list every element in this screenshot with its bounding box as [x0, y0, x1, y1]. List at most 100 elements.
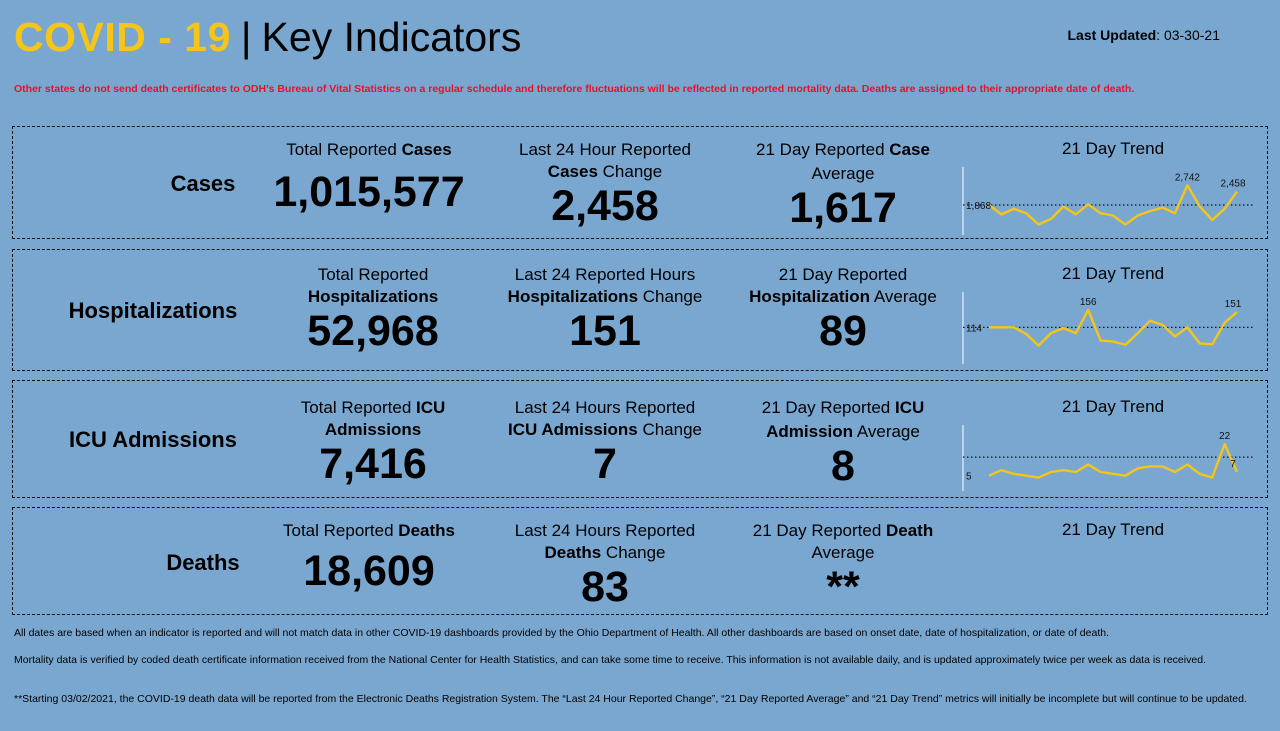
hosp-avg-col: 21 Day Reported Hospitalization Average … — [718, 264, 968, 354]
footer-note-dates: All dates are based when an indicator is… — [14, 627, 1110, 639]
icu-total-bold2: Admissions — [324, 420, 422, 439]
cases-avg-line1: 21 Day Reported Case — [733, 139, 953, 161]
deaths-trend-col: 21 Day Trend — [1013, 520, 1213, 540]
icu-total-line1: Total Reported ICU — [263, 397, 483, 419]
icu-trend-chart: 5 22 7 — [962, 425, 1253, 496]
deaths-total-value: 18,609 — [303, 547, 435, 595]
hosp-trend-point-label-0: 156 — [1080, 297, 1097, 308]
cases-total-value: 1,015,577 — [273, 168, 465, 216]
deaths-change-col: Last 24 Hours Reported Deaths Change 83 — [495, 520, 715, 610]
icu-avg-line2: Admission Average — [728, 421, 958, 443]
cases-trend-start-label: 1,868 — [966, 201, 991, 212]
hosp-change-post: Change — [638, 287, 703, 306]
title-covid: COVID - 19 — [14, 14, 231, 60]
hosp-panel: Hospitalizations Total Reported Hospital… — [12, 249, 1268, 371]
deaths-avg-pre: 21 Day Reported — [752, 521, 886, 540]
hosp-change-line2: Hospitalizations Change — [495, 286, 715, 308]
icu-change-col: Last 24 Hours Reported ICU Admissions Ch… — [495, 397, 715, 487]
icu-avg-bold2: Admission — [766, 422, 854, 441]
hosp-trend-svg: 114 156 151 — [962, 292, 1253, 364]
icu-total-bold1: ICU — [416, 398, 446, 417]
cases-total-label: Total Reported Cases — [259, 139, 479, 161]
icu-total-line2: Admissions — [263, 419, 483, 441]
icu-avg-bold1: ICU — [894, 398, 925, 417]
deaths-trend-title: 21 Day Trend — [1061, 520, 1165, 539]
icu-avg-post: Average — [853, 422, 920, 441]
hosp-avg-bold: Hospitalization — [749, 287, 871, 306]
hosp-total-bold: Hospitalizations — [307, 287, 439, 306]
cases-trend-point-label-1: 2,458 — [1220, 179, 1245, 190]
deaths-row-label: Deaths — [166, 550, 240, 575]
footer-note-edrs: **Starting 03/02/2021, the COVID-19 deat… — [14, 693, 1247, 705]
hosp-trend-line — [989, 308, 1238, 347]
deaths-avg-bold: Death — [886, 521, 934, 540]
cases-trend-svg: 1,868 2,742 2,458 — [962, 167, 1253, 235]
hosp-change-value: 151 — [569, 307, 641, 355]
icu-panel: ICU Admissions Total Reported ICU Admiss… — [12, 380, 1268, 498]
last-updated: Last Updated: 03-30-21 — [1067, 27, 1220, 43]
deaths-panel: Deaths Total Reported Deaths 18,609 Last… — [12, 507, 1268, 615]
hosp-trend-col: 21 Day Trend — [1013, 264, 1213, 284]
hosp-total-line1: Total Reported — [317, 265, 429, 284]
icu-avg-pre: 21 Day Reported — [761, 398, 895, 417]
deaths-avg-col: 21 Day Reported Death Average ** — [728, 520, 958, 610]
deaths-avg-line1: 21 Day Reported Death — [728, 520, 958, 542]
hosp-change-line1: Last 24 Reported Hours — [514, 265, 696, 284]
deaths-change-post: Change — [601, 543, 666, 562]
last-updated-value: : 03-30-21 — [1156, 27, 1220, 43]
cases-change-value: 2,458 — [551, 182, 659, 230]
deaths-avg-value: ** — [826, 563, 860, 611]
page-header: COVID - 19 | Key Indicators — [14, 14, 521, 64]
hosp-avg-value: 89 — [819, 307, 867, 355]
deaths-change-line1: Last 24 Hours Reported — [514, 521, 696, 540]
deaths-total-col: Total Reported Deaths 18,609 — [259, 520, 479, 594]
title-separator: | — [240, 14, 252, 60]
deaths-total-pre: Total Reported — [283, 521, 399, 540]
cases-total-label-text: Total Reported — [286, 140, 402, 159]
cases-change-line1: Last 24 Hour Reported — [519, 140, 691, 159]
icu-trend-point-label-1: 7 — [1230, 459, 1236, 470]
deaths-total-label: Total Reported Deaths — [259, 520, 479, 542]
cases-change-post: Change — [597, 162, 663, 181]
icu-row-label: ICU Admissions — [69, 427, 237, 452]
cases-trend-chart: 1,868 2,742 2,458 — [962, 167, 1253, 240]
icu-avg-col: 21 Day Reported ICU Admission Average 8 — [728, 397, 958, 489]
cases-trend-line — [988, 184, 1238, 226]
cases-avg-value: 1,617 — [789, 184, 897, 232]
icu-change-value: 7 — [593, 440, 617, 488]
cases-avg-col: 21 Day Reported Case Average 1,617 — [733, 139, 953, 231]
cases-row-label: Cases — [170, 171, 236, 196]
hosp-trend-point-label-1: 151 — [1225, 299, 1242, 310]
deaths-change-line2: Deaths Change — [495, 542, 715, 564]
icu-avg-value: 8 — [831, 442, 855, 490]
deaths-total-bold: Deaths — [398, 521, 455, 540]
icu-total-pre: Total Reported — [300, 398, 416, 417]
deaths-avg-line2: Average — [811, 543, 875, 562]
cases-trend-title: 21 Day Trend — [1061, 139, 1165, 158]
icu-trend-title: 21 Day Trend — [1061, 397, 1165, 416]
icu-total-value: 7,416 — [319, 440, 427, 488]
icu-trend-start-label: 5 — [966, 472, 972, 483]
cases-total-label-bold: Cases — [401, 140, 452, 159]
hosp-avg-line2: Hospitalization Average — [718, 286, 968, 308]
footer-note-mortality: Mortality data is verified by coded deat… — [14, 654, 1206, 666]
hosp-total-col: Total Reported Hospitalizations 52,968 — [263, 264, 483, 354]
hosp-row-label: Hospitalizations — [68, 298, 238, 323]
icu-trend-svg: 5 22 7 — [962, 425, 1253, 491]
cases-change-col: Last 24 Hour Reported Cases Change 2,458 — [495, 139, 715, 229]
cases-total-col: Total Reported Cases 1,015,577 — [259, 139, 479, 215]
hosp-change-bold: Hospitalizations — [507, 287, 639, 306]
icu-change-line1: Last 24 Hours Reported — [514, 398, 696, 417]
hosp-trend-title: 21 Day Trend — [1061, 264, 1165, 283]
title-key-indicators: Key Indicators — [261, 14, 522, 60]
icu-change-post: Change — [637, 420, 702, 439]
icu-trend-line — [988, 442, 1239, 479]
cases-change-line2: Cases Change — [495, 161, 715, 183]
last-updated-label: Last Updated — [1067, 27, 1157, 43]
cases-trend-point-label-0: 2,742 — [1175, 172, 1200, 183]
hosp-change-col: Last 24 Reported Hours Hospitalizations … — [495, 264, 715, 354]
icu-trend-point-label-0: 22 — [1219, 431, 1231, 442]
hosp-total-line2: Hospitalizations — [263, 286, 483, 308]
cases-trend-col: 21 Day Trend — [1013, 139, 1213, 159]
cases-avg-bold: Case — [889, 140, 930, 159]
